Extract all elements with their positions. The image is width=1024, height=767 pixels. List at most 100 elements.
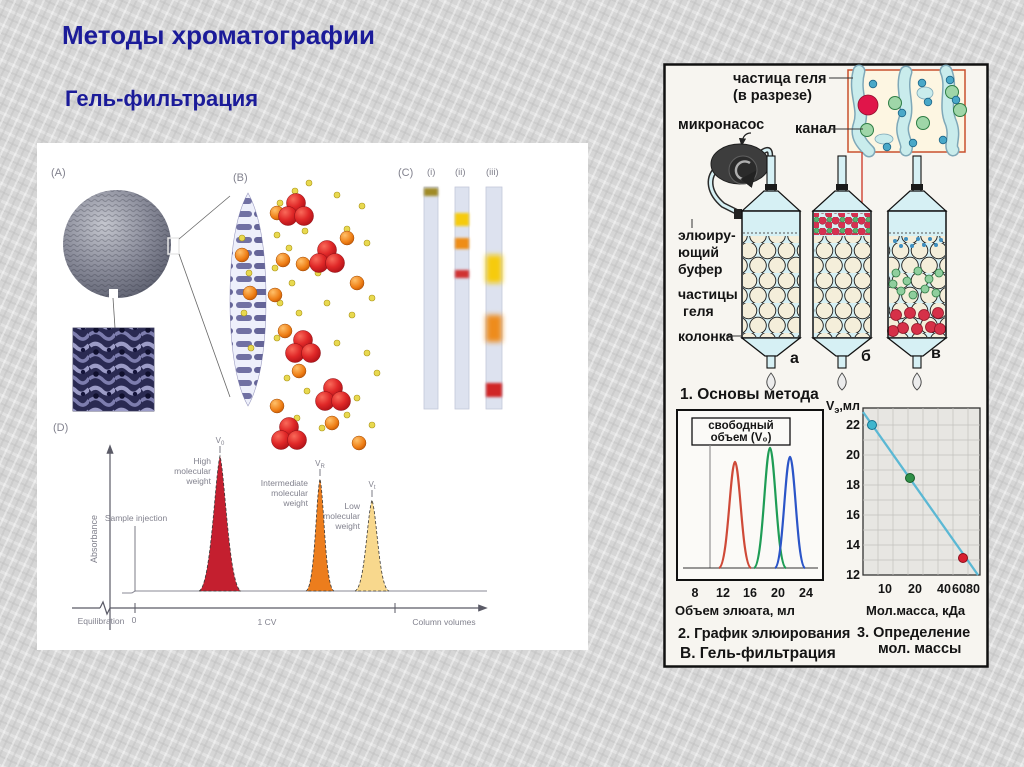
channel-label: канал (795, 121, 836, 137)
svg-text:14: 14 (846, 538, 860, 552)
gel-matrix-cross-section (229, 192, 267, 407)
calibration-xlabel: Мол.масса, кДа (866, 603, 966, 618)
sample-injection-label: Sample injection (105, 513, 168, 523)
column-strip-ii (454, 186, 470, 410)
page-subtitle: Гель-фильтрация (65, 86, 259, 111)
equilibration-label: Equilibration (78, 616, 125, 626)
drop (912, 372, 922, 391)
svg-text:10: 10 (878, 582, 892, 596)
column-strip-i (423, 186, 439, 410)
elution-peak-red (717, 460, 753, 570)
column-a (740, 155, 802, 391)
figure-gel-filtration-principle: (A) (B) (37, 143, 588, 650)
buffer-label-line3: буфер (678, 261, 722, 277)
sample-layer (814, 213, 870, 235)
svg-text:weight: weight (185, 476, 211, 486)
one-cv-label: 1 CV (258, 617, 277, 627)
section1-heading: 1. Основы метода (680, 386, 819, 403)
peak-low-mw-label: Low molecular weight (323, 501, 361, 531)
buffer-label-line2: ющий (678, 244, 719, 260)
medium-orange-molecules (234, 205, 367, 451)
calibration-point-blue (867, 420, 877, 430)
figure-left-canvas: (A) (B) (51, 167, 503, 630)
svg-text:24: 24 (799, 586, 813, 600)
svg-text:weight: weight (334, 521, 360, 531)
section3-heading-line1: 3. Определение (857, 625, 970, 641)
panel-a-label: (A) (51, 167, 66, 179)
strip-iii-label: (iii) (486, 167, 499, 178)
gel-particle-label-line1: частица геля (733, 71, 827, 87)
v0-label-box (691, 417, 791, 446)
svg-text:Low: Low (344, 501, 360, 511)
large-molecule-red (857, 94, 879, 116)
drop (837, 372, 847, 391)
small-yellow-molecules (238, 179, 381, 432)
elution-peak-blue (773, 455, 807, 570)
calibration-line (862, 411, 979, 576)
column-letter-a: а (790, 350, 799, 367)
gel-matrix-micrograph (72, 327, 155, 412)
svg-text:60: 60 (952, 582, 966, 596)
gel-channels (850, 64, 960, 158)
svg-text:molecular: molecular (323, 511, 360, 521)
figure-caption: В. Гель-фильтрация (680, 645, 836, 662)
micropump-label: микронасос (678, 117, 764, 133)
section2-heading: 2. График элюирования (678, 626, 850, 642)
calibration-y-ticks: 22 20 18 16 14 12 (846, 418, 860, 582)
elution-peak-green (752, 446, 788, 570)
svg-text:20: 20 (771, 586, 785, 600)
trace-baseline (122, 590, 487, 594)
micropump-arrow (738, 132, 752, 147)
svg-text:16: 16 (846, 508, 860, 522)
calibration-ylabel: Vэ,мл (826, 399, 860, 415)
figure-right-canvas: частица геля (в разрезе) микронасос кана… (663, 63, 989, 668)
svg-text:12: 12 (716, 586, 730, 600)
micropump (707, 143, 774, 219)
peak-intermediate-mw-label: Intermediate molecular weight (261, 478, 309, 508)
gel-particles-label-line2: геля (683, 303, 714, 319)
axis-break (99, 600, 111, 616)
v0-box-line2: объем (V₀) (711, 432, 772, 444)
calibration-point-green (905, 473, 915, 483)
calibration-grid (863, 408, 980, 575)
gel-particles-label-line1: частицы (678, 286, 738, 302)
peak-low-mw (354, 498, 390, 592)
column-volumes-label: Column volumes (412, 617, 475, 627)
medium-molecules-green (860, 85, 967, 137)
column-label: колонка (678, 328, 734, 344)
svg-text:molecular: molecular (271, 488, 308, 498)
svg-text:20: 20 (846, 448, 860, 462)
pump-rotation-arrow (734, 160, 757, 188)
elution-xlabel: Объем элюата, мл (675, 603, 795, 618)
bead-surface-marker (109, 289, 118, 298)
zoom-line-top (178, 195, 231, 240)
column-letter-b: б (861, 348, 871, 365)
peak-high-mw (198, 454, 242, 592)
drop (766, 372, 776, 391)
svg-text:20: 20 (908, 582, 922, 596)
column-strip-iii (485, 186, 503, 410)
svg-text:Intermediate: Intermediate (261, 478, 309, 488)
svg-text:16: 16 (743, 586, 757, 600)
column-v (886, 155, 948, 391)
svg-text:8: 8 (692, 586, 699, 600)
strip-i-label: (i) (427, 167, 435, 178)
vr-marker: VR (315, 459, 325, 470)
svg-text:12: 12 (846, 568, 860, 582)
v0-marker: V0 (216, 436, 225, 447)
column-letter-v: в (931, 345, 941, 362)
column-b (811, 155, 873, 391)
bead-zoom-box (167, 237, 180, 255)
vt-marker: Vt (368, 480, 375, 491)
figure-gel-filtration-scheme: частица геля (в разрезе) микронасос кана… (663, 63, 989, 668)
separated-zone-green (888, 266, 944, 300)
large-red-molecule-clusters (271, 193, 351, 450)
inset-leader-line (112, 297, 116, 329)
calibration-chart (862, 407, 981, 576)
small-molecules-blue (868, 75, 961, 152)
calibration-x-ticks: 10 20 40 60 80 (878, 582, 980, 596)
svg-text:22: 22 (846, 418, 860, 432)
svg-text:18: 18 (846, 478, 860, 492)
svg-text:molecular: molecular (174, 466, 211, 476)
